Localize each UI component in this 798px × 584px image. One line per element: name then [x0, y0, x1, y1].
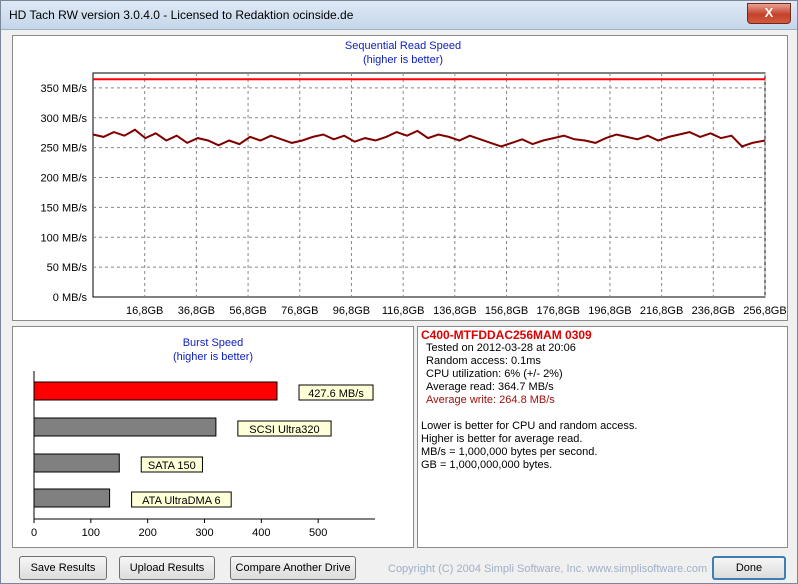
average-write: Average write: 264.8 MB/s [426, 394, 555, 406]
upload-results-button[interactable]: Upload Results [119, 556, 215, 580]
burst-x-tick-label: 100 [82, 527, 100, 539]
burst-chart-title: Burst Speed [182, 337, 244, 349]
x-tick-label: 136,8GB [433, 305, 476, 317]
done-button[interactable]: Done [712, 556, 786, 580]
title-bar: HD Tach RW version 3.0.4.0 - Licensed to… [1, 1, 797, 30]
x-tick-label: 176,8GB [537, 305, 580, 317]
burst-x-tick-label: 0 [31, 527, 37, 539]
copyright-text: Copyright (C) 2004 Simpli Software, Inc.… [388, 563, 708, 575]
burst-chart-subtitle: (higher is better) [172, 351, 254, 363]
burst-bar-label: SATA 150 [148, 460, 196, 472]
note-cpu: Lower is better for CPU and random acces… [421, 420, 638, 432]
x-tick-label: 36,8GB [178, 305, 215, 317]
results-info-panel: C400-MTFDDAC256MAM 0309 Tested on 2012-0… [417, 326, 788, 548]
plot-area [92, 72, 766, 298]
burst-x-tick-label: 300 [195, 527, 213, 539]
x-tick-label: 96,8GB [333, 305, 370, 317]
burst-bar [33, 488, 111, 508]
y-tick-label: 0 MB/s [53, 292, 88, 304]
burst-bar-label-box [131, 491, 232, 508]
cpu-utilization: CPU utilization: 6% (+/- 2%) [426, 368, 563, 380]
upload-results-label: Upload Results [129, 562, 205, 574]
burst-bar [33, 453, 120, 473]
save-results-button[interactable]: Save Results [19, 556, 107, 580]
save-results-label: Save Results [30, 562, 96, 574]
burst-bar-label: 427.6 MB/s [308, 388, 364, 400]
compare-drive-button[interactable]: Compare Another Drive [230, 556, 356, 580]
x-tick-label: 216,8GB [640, 305, 683, 317]
sequential-chart-title: Sequential Read Speed [344, 40, 462, 52]
x-tick-label: 76,8GB [281, 305, 318, 317]
burst-x-tick-label: 200 [138, 527, 156, 539]
x-tick-label: 56,8GB [229, 305, 266, 317]
sequential-chart-subtitle: (higher is better) [362, 54, 444, 66]
x-tick-label: 236,8GB [692, 305, 735, 317]
write-speed-line [92, 128, 766, 148]
x-tick-label: 196,8GB [588, 305, 631, 317]
x-tick-label: 16,8GB [126, 305, 163, 317]
note-gb: GB = 1,000,000,000 bytes. [421, 459, 553, 471]
sequential-read-panel: Sequential Read Speed (higher is better)… [12, 35, 788, 321]
burst-bar-label-box [237, 420, 332, 437]
burst-x-tick-label: 400 [252, 527, 270, 539]
y-tick-label: 300 MB/s [41, 113, 88, 125]
note-read: Higher is better for average read. [421, 433, 583, 445]
close-window-button[interactable]: X [747, 3, 791, 24]
x-tick-label: 116,8GB [382, 305, 425, 317]
burst-bar-label: SCSI Ultra320 [249, 424, 319, 436]
window-title: HD Tach RW version 3.0.4.0 - Licensed to… [9, 8, 354, 22]
y-tick-label: 50 MB/s [47, 262, 88, 274]
burst-x-tick-label: 500 [309, 527, 327, 539]
burst-speed-chart: 0 100 200 300 400 500 427.6 MB/s SCSI Ultra320 S… [31, 371, 375, 539]
compare-drive-label: Compare Another Drive [235, 562, 351, 574]
burst-bar [33, 417, 217, 437]
note-mbs: MB/s = 1,000,000 bytes per second. [421, 446, 598, 458]
x-tick-label: 256,8GB [743, 305, 786, 317]
tested-on: Tested on 2012-03-28 at 20:06 [426, 342, 576, 354]
y-tick-label: 250 MB/s [41, 143, 88, 155]
y-tick-label: 350 MB/s [41, 83, 88, 95]
burst-bar-label-box [298, 384, 374, 401]
burst-speed-panel: Burst Speed (higher is better) 0 100 200 30… [12, 326, 414, 548]
burst-bar-label-box [140, 456, 203, 473]
y-tick-label: 150 MB/s [41, 202, 88, 214]
y-tick-label: 200 MB/s [41, 173, 88, 185]
drive-name: C400-MTFDDAC256MAM 0309 [421, 328, 592, 342]
burst-bar-label: ATA UltraDMA 6 [142, 495, 220, 507]
sequential-read-chart: 0 MB/s 50 MB/s 100 MB/s 150 MB/s 200 MB/s 250… [41, 72, 787, 317]
y-tick-label: 100 MB/s [41, 232, 88, 244]
burst-bar [33, 381, 278, 401]
random-access: Random access: 0.1ms [426, 355, 541, 367]
done-label: Done [735, 562, 763, 574]
x-tick-label: 156,8GB [485, 305, 528, 317]
average-read: Average read: 364.7 MB/s [426, 381, 554, 393]
